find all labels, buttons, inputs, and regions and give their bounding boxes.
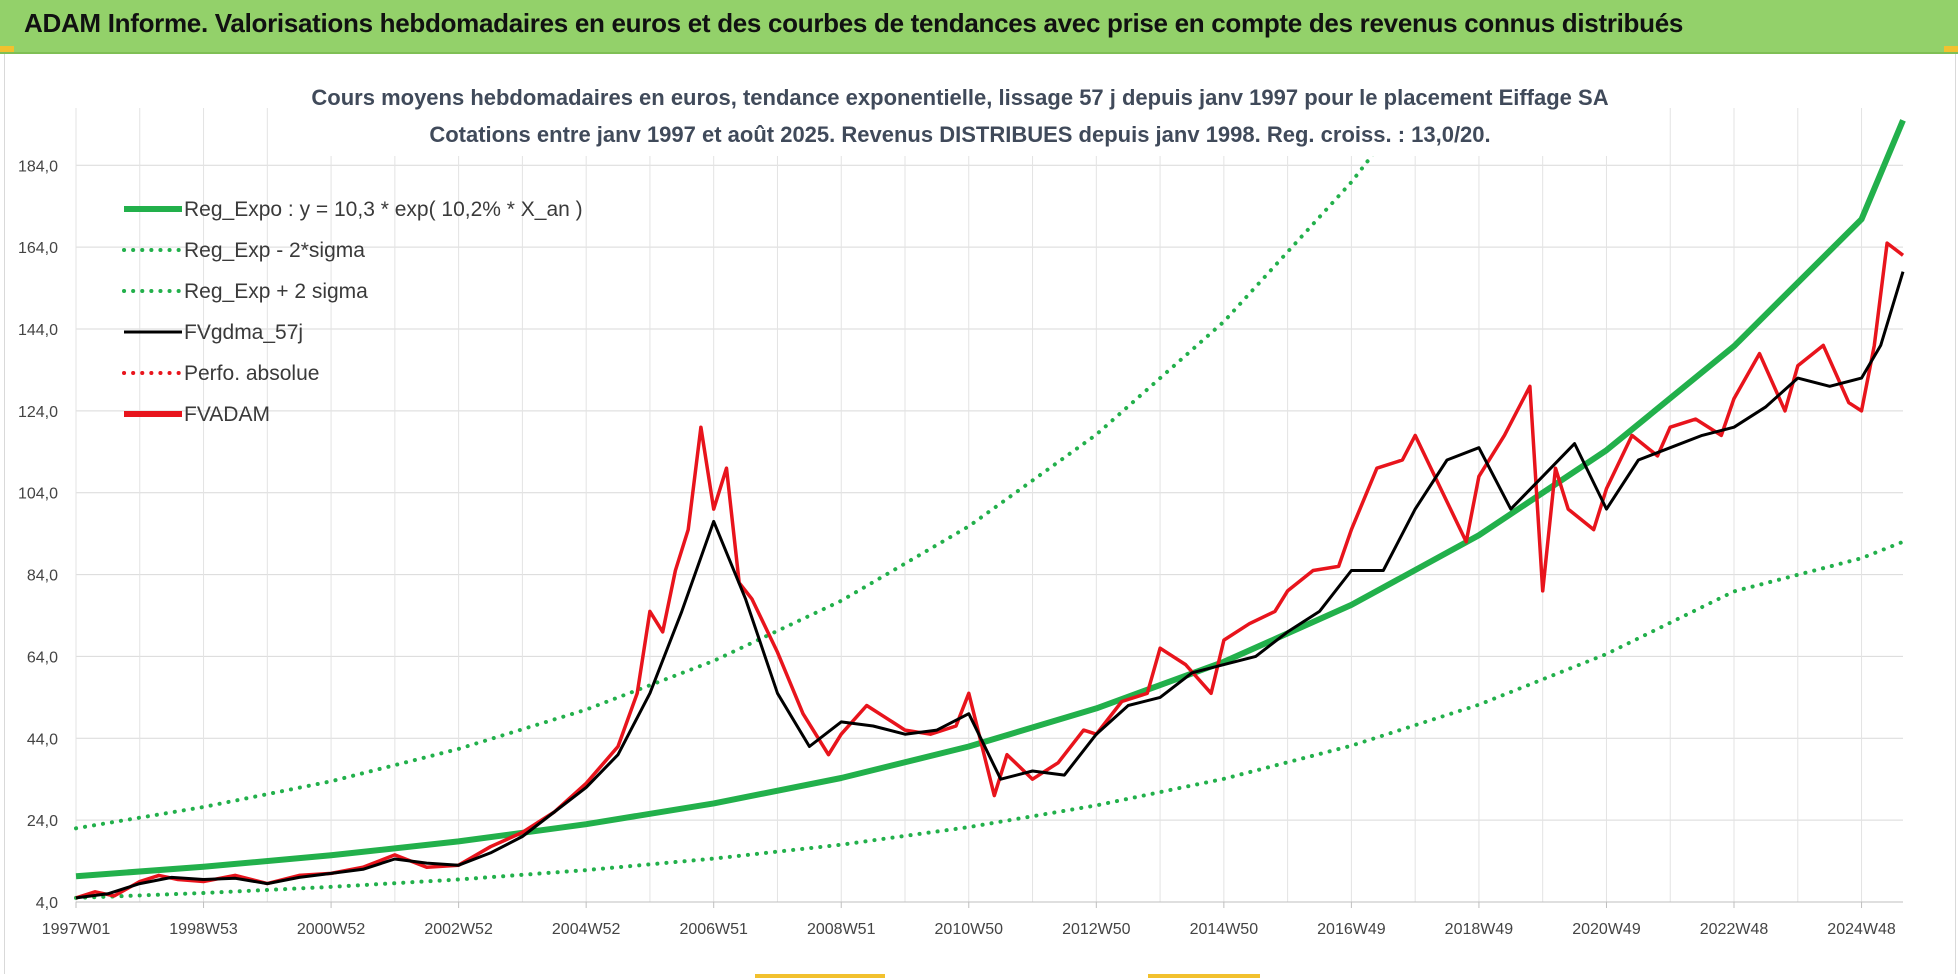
x-tick-label: 2014W50: [1190, 921, 1259, 938]
header-corner-right: [1944, 46, 1958, 52]
header-bar: ADAM Informe. Valorisations hebdomadaire…: [0, 0, 1958, 54]
x-tick-label: 1997W01: [42, 921, 111, 938]
x-tick-label: 1998W53: [169, 921, 238, 938]
legend-label: Reg_Exp - 2*sigma: [184, 239, 365, 262]
series-line-0: [75, 119, 1906, 880]
x-tick-label: 2002W52: [424, 921, 493, 938]
series-line-5: [75, 241, 1905, 900]
chart-title: Cours moyens hebdomadaires en euros, ten…: [311, 85, 1608, 110]
legend-label: Reg_Exp + 2 sigma: [184, 280, 368, 303]
bottom-mark-2: [1148, 974, 1260, 978]
x-tick-label: 2012W50: [1062, 921, 1131, 938]
x-tick-label: 2016W49: [1317, 921, 1386, 938]
legend-label: Reg_Expo : y = 10,3 * exp( 10,2% * X_an …: [184, 198, 583, 221]
x-tick-label: 2024W48: [1827, 921, 1896, 938]
y-tick-label: 4,0: [36, 895, 58, 912]
legend-label: FVADAM: [184, 403, 270, 426]
x-tick-label: 2010W50: [935, 921, 1004, 938]
y-tick-label: 104,0: [18, 486, 58, 503]
page-title: ADAM Informe. Valorisations hebdomadaire…: [24, 8, 1684, 38]
legend-label: Perfo. absolue: [184, 362, 319, 385]
series-line-2: [74, 97, 1418, 831]
x-tick-label: 2008W51: [807, 921, 876, 938]
x-tick-label: 2018W49: [1445, 921, 1514, 938]
y-tick-label: 184,0: [18, 158, 58, 175]
y-tick-label: 124,0: [18, 404, 58, 421]
x-tick-label: 2020W49: [1572, 921, 1641, 938]
bottom-mark-1: [755, 974, 885, 978]
x-tick-label: 2004W52: [552, 921, 621, 938]
y-tick-label: 164,0: [18, 240, 58, 257]
x-tick-label: 2000W52: [297, 921, 366, 938]
axis-layer: 4,0 24,0 44,0 64,0 84,0 104,0 124,0 144,0 164,0 1…: [18, 158, 1903, 938]
y-tick-label: 144,0: [18, 322, 58, 339]
series-layer: [74, 97, 1906, 900]
x-tick-label: 2022W48: [1700, 921, 1769, 938]
chart-frame: [4, 54, 1956, 974]
chart-subtitle: Cotations entre janv 1997 et août 2025. …: [429, 122, 1490, 147]
y-tick-label: 44,0: [27, 731, 58, 748]
y-tick-label: 24,0: [27, 813, 58, 830]
title-background: [320, 78, 1620, 156]
header-corner-left: [0, 46, 14, 52]
legend: Reg_Expo : y = 10,3 * exp( 10,2% * X_an …: [122, 198, 583, 426]
y-tick-label: 84,0: [27, 568, 58, 585]
series-line-1: [74, 539, 1905, 900]
legend-label: FVgdma_57j: [184, 321, 303, 344]
x-tick-label: 2006W51: [679, 921, 748, 938]
series-line-3: [75, 271, 1905, 900]
y-tick-label: 64,0: [27, 649, 58, 666]
